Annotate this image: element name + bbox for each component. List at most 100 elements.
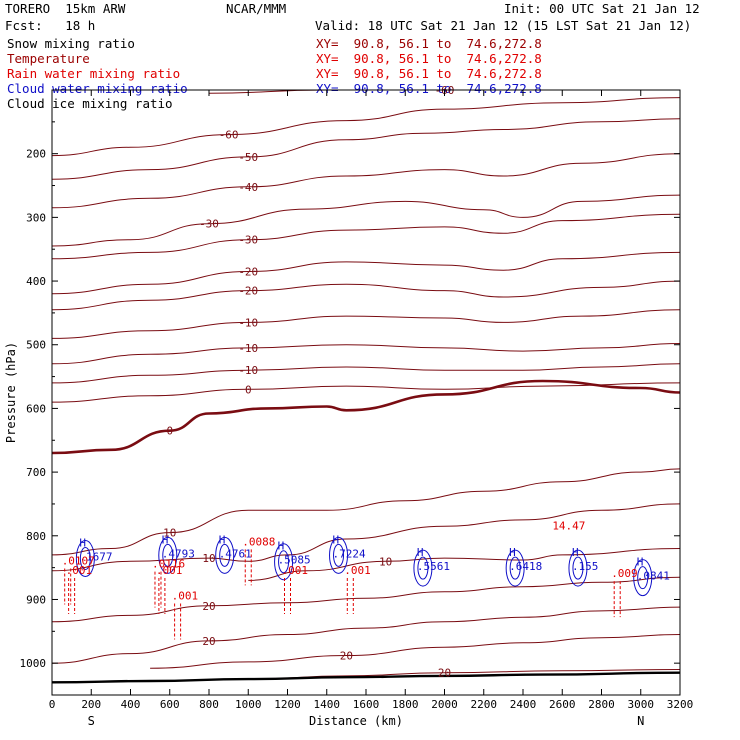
rain-water-max-label: .009: [611, 567, 638, 580]
cloud-water-contour-inner: [79, 547, 91, 571]
cloud-water-contour: [158, 536, 178, 574]
y-tick-label: 600: [26, 402, 46, 415]
contour-label: -10: [238, 342, 258, 355]
rain-water-contour: [64, 568, 72, 605]
cloud-water-max-label: .5561: [417, 560, 450, 573]
cloud-water-max-label: .4761: [219, 547, 252, 560]
contour-label: -20: [238, 266, 258, 279]
cloud-water-contour: [274, 543, 294, 581]
x-tick-label: 2400: [510, 698, 537, 711]
field-label-snow: Snow mixing ratio: [7, 36, 135, 51]
x-tick-label: 1000: [235, 698, 262, 711]
cloud-water-contour: [75, 540, 95, 578]
cloud-water-max-marker: H: [162, 533, 169, 546]
rain-water-max-label: .001: [172, 589, 199, 602]
temperature-contour: [51, 382, 681, 403]
rain-water-max-label: .0088: [242, 535, 275, 548]
x-axis-label: Distance (km): [309, 714, 403, 728]
x-tick-label: 2200: [471, 698, 498, 711]
rain-water-max-label: 14.47: [552, 519, 585, 532]
model-title: TORERO 15km ARW: [5, 1, 126, 16]
cloud-water-max-marker: H: [637, 556, 644, 569]
contour-label: 10: [163, 527, 176, 540]
south-end-label: S: [88, 714, 95, 728]
x-tick-label: 1600: [353, 698, 380, 711]
rain-water-max-label: .0107: [62, 554, 95, 567]
x-tick-label: 2600: [549, 698, 576, 711]
forecast-hour: Fcst: 18 h: [5, 18, 96, 33]
cloud-water-contour-inner: [572, 556, 584, 580]
cloud-water-contour: [505, 549, 525, 587]
contour-label: 10: [379, 555, 392, 568]
contour-label: -50: [238, 151, 258, 164]
temperature-contour: [51, 379, 681, 455]
y-tick-label: 700: [26, 466, 46, 479]
rain-water-contour: [174, 603, 182, 640]
contour-label: 20: [202, 635, 215, 648]
cloud-water-max-label: .5085: [278, 554, 311, 567]
init-time: Init: 00 UTC Sat 21 Jan 12: [504, 1, 700, 16]
x-tick-label: 0: [49, 698, 56, 711]
surface-pressure-line: [51, 671, 681, 684]
cloud-water-max-label: .7224: [333, 547, 366, 560]
cloud-water-max-marker: H: [79, 537, 86, 550]
contour-label: 20: [340, 650, 353, 663]
cloud-water-max-marker: H: [417, 546, 424, 559]
x-tick-label: 2000: [431, 698, 458, 711]
rain-water-max-label: .001: [344, 564, 371, 577]
temperature-contour: [51, 468, 681, 556]
cloud-water-contour-inner: [417, 556, 429, 580]
rain-water-contour: [284, 578, 291, 614]
contour-label: 0: [166, 425, 173, 438]
x-tick-label: 200: [81, 698, 101, 711]
rain-water-max-label: .001: [156, 564, 183, 577]
contour-label: -30: [238, 234, 258, 247]
cloud-water-contour-inner: [162, 543, 174, 567]
rain-water-contour: [154, 571, 162, 608]
cloud-water-contour: [413, 549, 433, 587]
temperature-contour: [51, 363, 681, 384]
temperature-contour: [51, 576, 681, 623]
temperature-contour: [51, 343, 681, 365]
rain-water-max-label: .001: [282, 564, 309, 577]
contour-label: -10: [238, 316, 258, 329]
field-label-cloud-water: Cloud water mixing ratio: [7, 81, 188, 96]
y-tick-label: 500: [26, 339, 46, 352]
valid-time: Valid: 18 UTC Sat 21 Jan 12 (15 LST Sat …: [315, 18, 692, 33]
rain-water-max-label: .0116: [152, 558, 185, 571]
north-end-label: N: [637, 714, 644, 728]
contour-label: 20: [202, 600, 215, 613]
x-tick-label: 1400: [314, 698, 341, 711]
cloud-water-max-marker: H: [333, 533, 340, 546]
field-xy-temperature: XY= 90.8, 56.1 to 74.6,272.8: [316, 36, 542, 51]
y-tick-label: 1000: [20, 657, 47, 670]
cloud-water-contour-inner: [333, 543, 345, 567]
temperature-contour: [51, 118, 681, 180]
temperature-contour: [51, 280, 681, 311]
y-tick-label: 300: [26, 211, 46, 224]
cloud-water-max-marker: H: [509, 546, 516, 559]
cloud-water-contour-inner: [278, 550, 290, 574]
x-tick-label: 800: [199, 698, 219, 711]
temperature-contour: [150, 634, 681, 669]
y-tick-label: 400: [26, 275, 46, 288]
cloud-water-contour: [633, 559, 653, 597]
cloud-water-max-marker: H: [572, 546, 579, 559]
x-tick-label: 400: [121, 698, 141, 711]
cloud-water-max-label: .155: [572, 560, 599, 573]
y-axis-label: Pressure (hPa): [4, 342, 18, 443]
rain-water-max-label: .001: [66, 564, 93, 577]
rain-water-contour: [613, 581, 621, 618]
cloud-water-contour-inner: [219, 543, 231, 567]
cloud-water-contour: [329, 536, 349, 574]
rain-water-contour: [346, 578, 354, 614]
field-xy-temperature-2: XY= 90.8, 56.1 to 74.6,272.8: [316, 51, 542, 66]
cloud-water-max-marker: H: [278, 540, 285, 553]
rain-water-contour: [158, 578, 166, 614]
x-tick-label: 3200: [667, 698, 694, 711]
cloud-water-max-label: .1677: [79, 551, 112, 564]
contour-label: -10: [238, 364, 258, 377]
x-tick-label: 2800: [588, 698, 615, 711]
field-xy-rain: XY= 90.8, 56.1 to 74.6,272.8: [316, 66, 542, 81]
contour-label: -60: [219, 129, 239, 142]
